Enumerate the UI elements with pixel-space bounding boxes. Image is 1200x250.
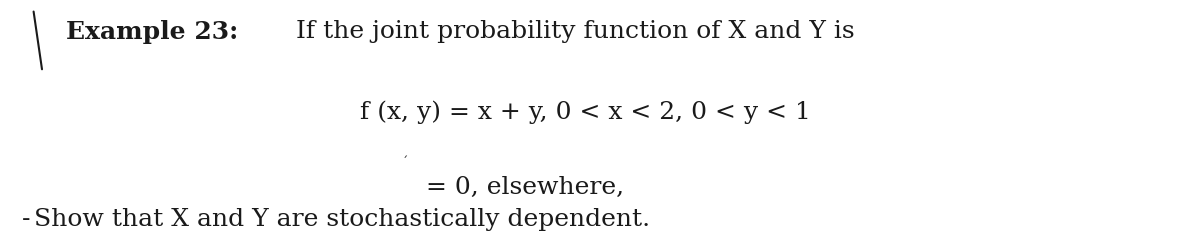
Text: Example 23:: Example 23: (66, 20, 239, 44)
Text: ´: ´ (402, 155, 408, 168)
Text: = 0, elsewhere,: = 0, elsewhere, (426, 175, 624, 198)
Text: If the joint probability function of X and Y is: If the joint probability function of X a… (288, 20, 854, 43)
Text: -: - (22, 207, 30, 230)
Text: f (x, y) = x + y, 0 < x < 2, 0 < y < 1: f (x, y) = x + y, 0 < x < 2, 0 < y < 1 (360, 100, 811, 124)
Text: Show that X and Y are stochastically dependent.: Show that X and Y are stochastically dep… (34, 207, 649, 230)
